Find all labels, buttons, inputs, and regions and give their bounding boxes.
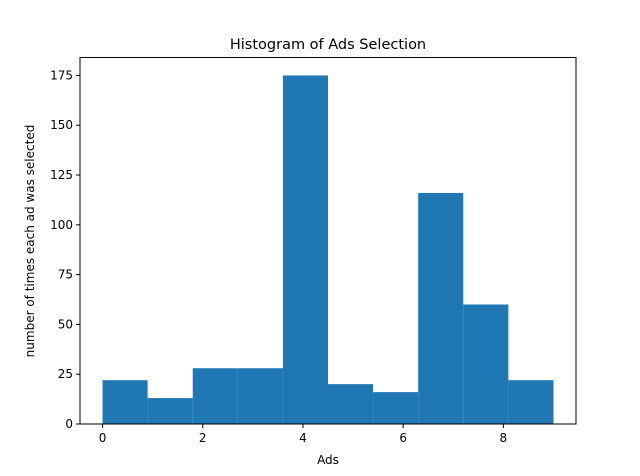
x-tick-label: 8: [500, 431, 508, 445]
y-tick-label: 125: [50, 168, 73, 182]
histogram-bar-9: [508, 380, 554, 424]
y-tick-label: 150: [50, 118, 73, 132]
y-tick-label: 50: [58, 317, 73, 331]
histogram-bar-0: [102, 380, 148, 424]
bars-group: [102, 75, 554, 424]
histogram-bar-3: [237, 368, 283, 424]
histogram-bar-7: [418, 192, 464, 424]
x-tick-label: 0: [99, 431, 107, 445]
y-axis-ticks: 0 25 50 75 100 125 150 175: [50, 68, 80, 431]
histogram-bar-6: [373, 392, 419, 424]
histogram-bar-8: [463, 304, 509, 424]
x-tick-label: 4: [299, 431, 307, 445]
x-tick-label: 6: [399, 431, 407, 445]
x-tick-label: 2: [199, 431, 207, 445]
histogram-bar-1: [147, 398, 193, 424]
y-tick-label: 0: [65, 417, 73, 431]
x-axis-label: Ads: [317, 453, 339, 467]
y-tick-label: 100: [50, 218, 73, 232]
histogram-bar-2: [192, 368, 238, 424]
plot-frame: [79, 57, 577, 425]
y-tick-label: 175: [50, 68, 73, 82]
histogram-bar-5: [328, 384, 374, 424]
y-tick-label: 75: [58, 268, 73, 282]
y-axis-label: number of times each ad was selected: [23, 125, 37, 358]
x-axis-ticks: 0 2 4 6 8: [99, 424, 507, 445]
y-tick-label: 25: [58, 367, 73, 381]
histogram-bar-4: [282, 75, 328, 424]
chart-title: Histogram of Ads Selection: [230, 37, 426, 53]
